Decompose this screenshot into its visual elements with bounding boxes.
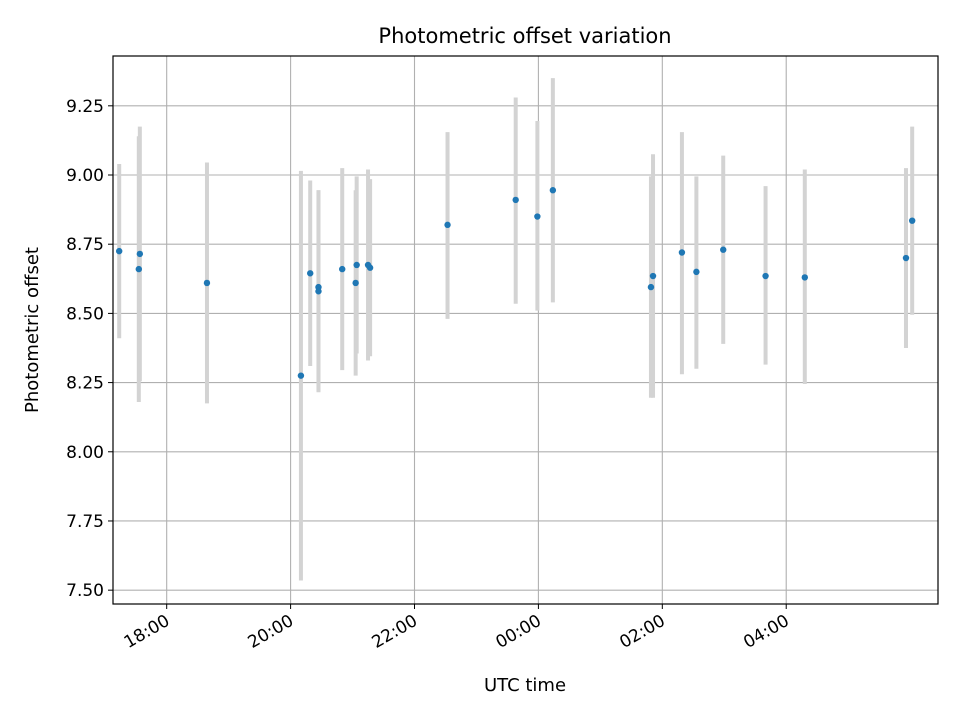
data-point (512, 196, 519, 204)
data-point (315, 288, 322, 295)
data-point (366, 264, 374, 271)
y-axis-label: Photometric offset (22, 247, 43, 413)
data-point (136, 250, 144, 258)
data-point (902, 254, 910, 262)
data-point (203, 279, 211, 287)
data-point (534, 213, 541, 220)
data-point (444, 221, 451, 229)
y-tick-label: 8.50 (66, 304, 104, 324)
data-point (297, 372, 305, 379)
plot-area (113, 56, 938, 604)
data-point (339, 265, 346, 273)
y-tick-label: 8.25 (66, 374, 104, 394)
grid-lines (113, 56, 938, 604)
plot-frame (112, 55, 939, 605)
data-point (649, 272, 657, 280)
chart-title: Photometric offset variation (378, 24, 671, 48)
data-point (549, 187, 557, 194)
data-point (307, 270, 314, 277)
y-tick-label: 9.25 (66, 97, 104, 117)
data-point (352, 279, 359, 287)
data-point (678, 249, 686, 256)
data-point (908, 217, 916, 224)
y-axis-ticks: 7.50 7.75 8.00 8.25 8.50 8.75 9.00 9.25 (66, 97, 113, 601)
y-tick-label: 9.00 (66, 166, 104, 186)
data-point (801, 274, 809, 281)
data-point (720, 246, 727, 253)
data-points (115, 187, 916, 379)
data-point (762, 272, 769, 280)
y-tick-label: 8.00 (66, 443, 104, 463)
data-point (353, 261, 360, 269)
x-axis-label: UTC time (484, 675, 566, 696)
y-tick-label: 7.75 (66, 512, 104, 532)
y-tick-label: 7.50 (66, 581, 104, 601)
data-point (647, 283, 655, 291)
data-point (693, 268, 700, 276)
data-point (115, 247, 123, 255)
y-tick-label: 8.75 (66, 235, 104, 255)
data-point (135, 265, 143, 273)
